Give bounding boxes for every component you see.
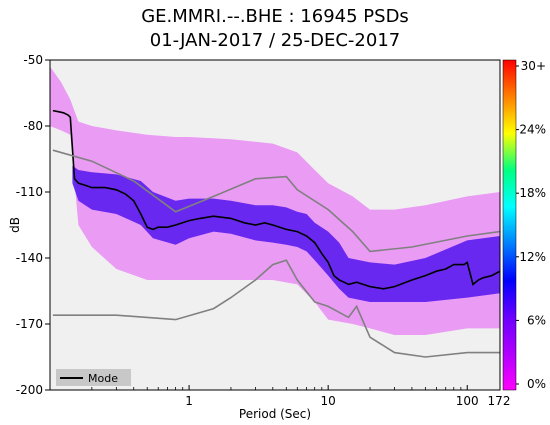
legend: Mode <box>56 369 131 386</box>
colorbar-tick-label: 6% <box>527 313 546 327</box>
x-tick-label: 172 <box>488 394 511 408</box>
colorbar-tick-label: 18% <box>519 186 546 200</box>
y-tick-label: -50 <box>23 53 43 67</box>
colorbar-tick-label: 0% <box>527 377 546 391</box>
chart-subtitle: 01-JAN-2017 / 25-DEC-2017 <box>149 30 401 51</box>
colorbar-tick-label: 12% <box>519 250 546 264</box>
plot-frame <box>49 59 501 391</box>
x-axis-label: Period (Sec) <box>239 407 311 421</box>
y-tick-label: -110 <box>16 185 43 199</box>
y-tick-label: -200 <box>16 383 43 397</box>
x-tick-label: 100 <box>456 394 479 408</box>
colorbar-tick-label: 30+ <box>521 59 546 73</box>
colorbar <box>502 59 517 391</box>
legend-box <box>56 369 131 386</box>
percentile-line-1 <box>52 149 500 253</box>
legend-mode-label: Mode <box>88 372 118 385</box>
y-axis-label: dB <box>8 217 22 233</box>
x-tick-label: 10 <box>321 394 336 408</box>
x-tick-label: 1 <box>185 394 193 408</box>
mode-line <box>52 109 500 290</box>
y-tick-label: -170 <box>16 317 43 331</box>
colorbar-tick-label: 24% <box>519 123 546 137</box>
percentile-line-2 <box>52 259 500 358</box>
y-tick-label: -140 <box>16 251 43 265</box>
chart-title: GE.MMRI.--.BHE : 16945 PSDs <box>141 6 409 27</box>
y-tick-label: -80 <box>23 119 43 133</box>
density-band-high <box>72 165 500 302</box>
